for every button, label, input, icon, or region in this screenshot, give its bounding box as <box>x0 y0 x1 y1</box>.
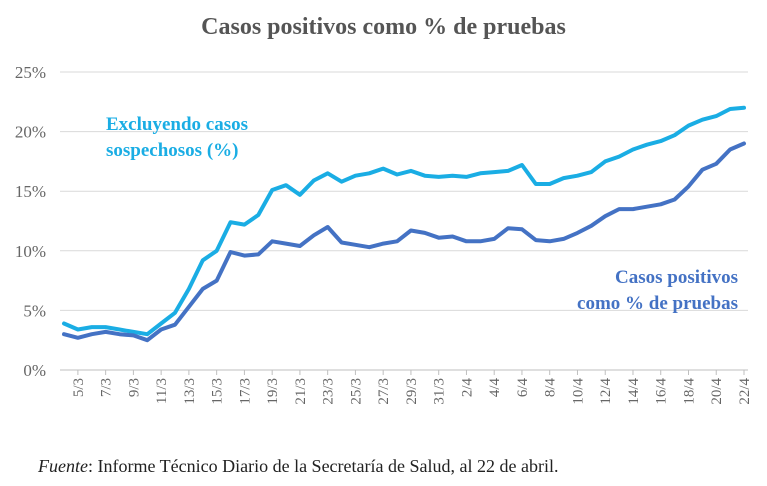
series-label-2: como % de pruebas <box>577 293 738 314</box>
x-tick-label: 2/4 <box>459 378 475 398</box>
x-tick-label: 31/3 <box>432 378 448 405</box>
y-tick-label: 25% <box>15 63 46 82</box>
x-tick-label: 12/4 <box>598 378 614 405</box>
x-tick-label: 13/3 <box>182 378 198 405</box>
source-label: Fuente <box>38 456 88 476</box>
line-chart: 0% 5% 10% 15% 20% 25% 5/3 7/3 9/3 11/3 13/3 15/3 17… <box>15 63 753 405</box>
y-tick-label: 20% <box>15 123 46 142</box>
series-labels: Excluyendo casos sospechosos (%) Casos pos… <box>106 114 738 314</box>
x-tick-label: 27/3 <box>376 378 392 405</box>
x-tick-label: 25/3 <box>348 378 364 405</box>
x-tick-label: 15/3 <box>210 378 226 405</box>
y-axis: 0% 5% 10% 15% 20% 25% <box>15 63 46 380</box>
series-lines <box>62 105 746 343</box>
x-tick-label: 29/3 <box>404 378 420 405</box>
x-tick-label: 14/4 <box>626 378 642 405</box>
x-tick-label: 9/3 <box>126 378 142 397</box>
y-tick-label: 0% <box>23 361 46 380</box>
x-tick-label: 22/4 <box>737 378 753 405</box>
y-tick-label: 10% <box>15 242 46 261</box>
x-tick-label: 23/3 <box>321 378 337 405</box>
series-line-1 <box>62 105 746 337</box>
source-text: : Informe Técnico Diario de la Secretarí… <box>87 456 559 476</box>
x-tick-label: 10/4 <box>570 378 586 405</box>
series-label-2: Casos positivos <box>615 267 738 288</box>
x-tick-label: 8/4 <box>543 378 559 398</box>
series-label-1: sospechosos (%) <box>106 140 238 161</box>
x-axis: 5/3 7/3 9/3 11/3 13/3 15/3 17/3 19/3 21/3 23/3 25/… <box>60 369 753 405</box>
chart-title: Casos positivos como % de pruebas <box>201 14 566 40</box>
x-tick-label: 18/4 <box>681 378 697 405</box>
source-note: Fuente: Informe Técnico Diario de la Sec… <box>38 456 558 477</box>
x-tick-label: 11/3 <box>154 378 170 404</box>
series-line-2 <box>62 141 746 343</box>
y-tick-label: 5% <box>23 301 46 320</box>
x-tick-label: 19/3 <box>265 378 281 405</box>
x-tick-label: 16/4 <box>654 378 670 405</box>
x-tick-label: 6/4 <box>515 378 531 398</box>
x-tick-label: 17/3 <box>237 378 253 405</box>
series-label-1: Excluyendo casos <box>106 114 248 135</box>
x-tick-label: 4/4 <box>487 378 503 398</box>
x-tick-label: 21/3 <box>293 378 309 405</box>
x-tick-label: 7/3 <box>99 378 115 397</box>
x-tick-label: 5/3 <box>71 378 87 397</box>
y-tick-label: 15% <box>15 182 46 201</box>
x-tick-label: 20/4 <box>709 378 725 405</box>
